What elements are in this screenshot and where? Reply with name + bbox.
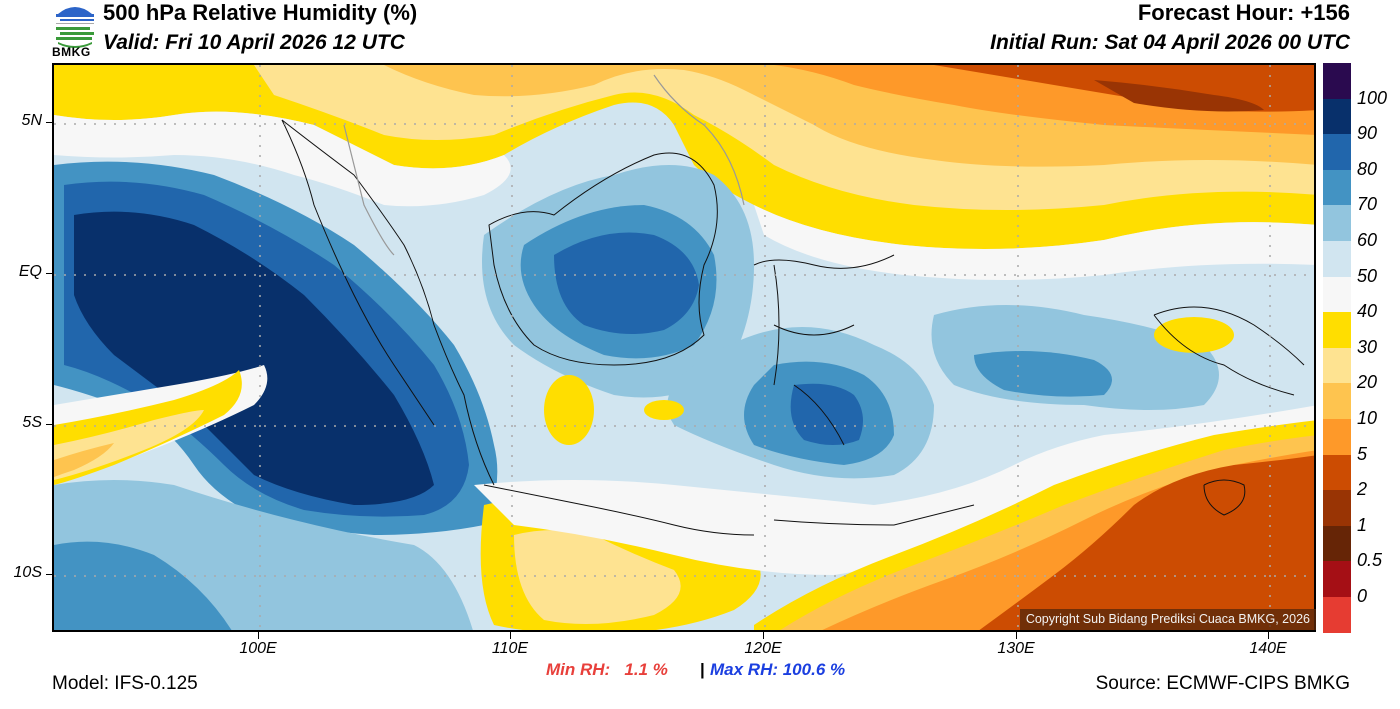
colorbar-label: 100 (1357, 87, 1388, 108)
model-label: Model: IFS-0.125 (52, 673, 198, 694)
colorbar-label: 60 (1357, 230, 1378, 250)
copyright-notice: Copyright Sub Bidang Prediksi Cuaca BMKG… (1019, 609, 1316, 630)
colorbar-segment (1323, 63, 1351, 99)
lon-label-110e: 110E (491, 640, 529, 657)
colorbar-segment (1323, 490, 1351, 526)
colorbar-segment (1323, 596, 1351, 633)
colorbar-label: 0 (1357, 586, 1368, 606)
forecast-hour: Forecast Hour: +156 (1137, 0, 1350, 25)
colorbar-segment (1323, 276, 1351, 313)
colorbar-segment (1323, 418, 1351, 455)
lon-label-120e: 120E (744, 640, 782, 657)
source-label: Source: ECMWF-CIPS BMKG (1095, 673, 1350, 694)
initial-run: Initial Run: Sat 04 April 2026 00 UTC (990, 31, 1350, 54)
colorbar-segment (1323, 347, 1351, 384)
lat-label-10s: 10S (13, 564, 42, 581)
colorbar-segment (1323, 240, 1351, 277)
min-rh: Min RH: 1.1 % (546, 660, 668, 679)
lat-tick (46, 424, 52, 425)
colorbar-label: 70 (1357, 194, 1378, 215)
lat-tick (46, 273, 52, 274)
lat-tick (46, 574, 52, 575)
lon-label-100e: 100E (239, 640, 277, 657)
colorbar-label: 20 (1357, 372, 1378, 393)
lat-label-5n: 5N (21, 112, 42, 129)
coastlines (281, 119, 1305, 536)
colorbar (1323, 63, 1351, 633)
colorbar-segment (1323, 383, 1351, 419)
colorbar-label: 2 (1357, 479, 1368, 500)
lat-label-eq: EQ (18, 263, 42, 280)
colorbar-label: 1 (1357, 514, 1368, 535)
colorbar-label: 40 (1357, 301, 1378, 322)
chart-title: 500 hPa Relative Humidity (%) (103, 0, 418, 25)
colorbar-label: 90 (1357, 123, 1378, 144)
valid-time: Valid: Fri 10 April 2026 12 UTC (103, 31, 405, 54)
colorbar-label: 0.5 (1357, 550, 1383, 571)
humidity-map (52, 63, 1316, 632)
lon-tick (510, 632, 511, 639)
colorbar-segment (1323, 98, 1351, 135)
colorbar-segment (1323, 454, 1351, 491)
lat-label-5s: 5S (22, 414, 42, 431)
colorbar-label: 30 (1357, 336, 1378, 357)
lat-tick (46, 122, 52, 123)
lon-label-140e: 140E (1249, 640, 1287, 657)
gridlines (54, 65, 1314, 630)
logo-text: BMKG (52, 45, 91, 59)
colorbar-segment (1323, 169, 1351, 206)
colorbar-segment (1323, 312, 1351, 348)
lon-tick (1268, 632, 1269, 639)
lon-label-130e: 130E (997, 640, 1035, 657)
colorbar-segment (1323, 525, 1351, 562)
colorbar-label: 80 (1357, 158, 1378, 179)
colorbar-label: 50 (1357, 265, 1378, 286)
colorbar-label: 5 (1357, 443, 1368, 464)
humidity-field (54, 65, 1314, 630)
colorbar-segment (1323, 561, 1351, 597)
lon-tick (258, 632, 259, 639)
bmkg-logo (56, 7, 94, 48)
colorbar-label: 10 (1357, 408, 1378, 428)
max-rh: Max RH: 100.6 % (710, 660, 846, 679)
lon-tick (1016, 632, 1017, 639)
colorbar-segment (1323, 134, 1351, 170)
lon-tick (763, 632, 764, 639)
colorbar-segment (1323, 205, 1351, 241)
rh-separator: | (700, 660, 705, 679)
